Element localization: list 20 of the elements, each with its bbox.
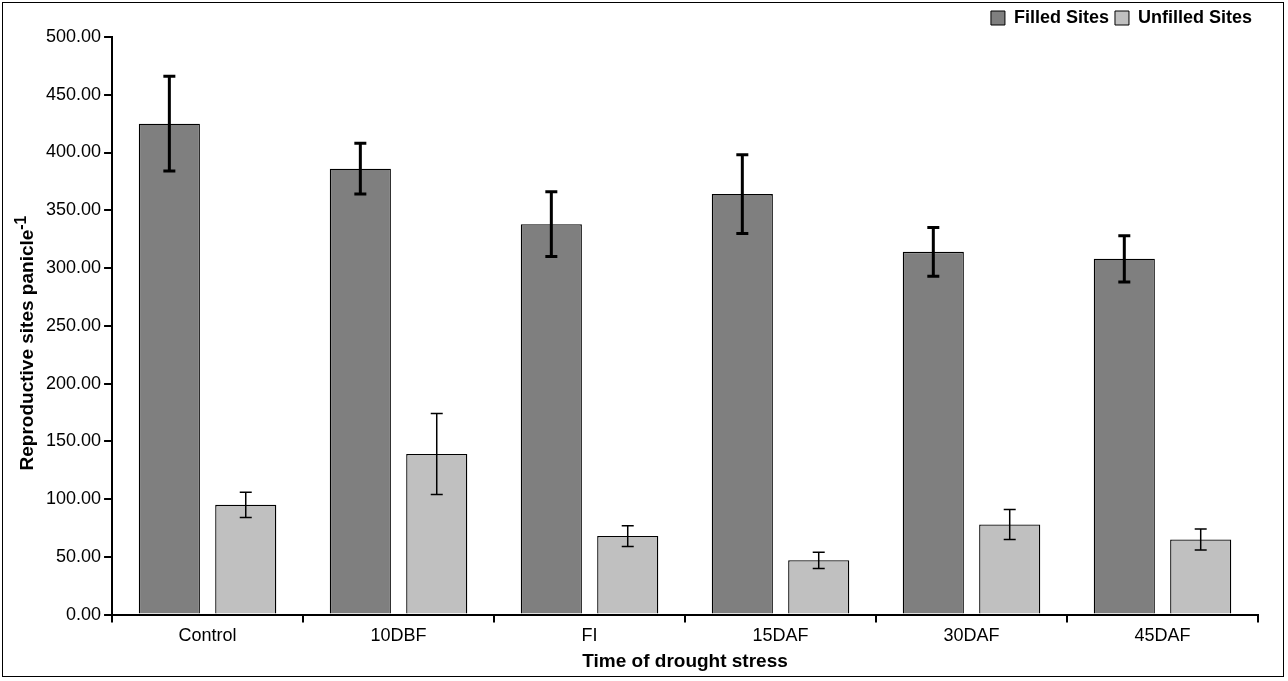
y-tick-label: 100.00	[45, 488, 102, 509]
y-tick-label: 300.00	[45, 257, 102, 278]
y-tick-label: 350.00	[45, 199, 102, 220]
x-tick-label: 10DBF	[370, 625, 427, 646]
y-tick-label: 50.00	[56, 545, 102, 566]
x-axis-title: Time of drought stress	[582, 649, 788, 671]
x-tick-label: 45DAF	[1134, 625, 1191, 646]
x-tick-label: Control	[178, 625, 237, 646]
legend-label: Filled Sites	[1013, 6, 1109, 27]
y-tick-label: 200.00	[45, 372, 102, 393]
x-tick-label: 15DAF	[752, 625, 809, 646]
x-tick-label: FI	[581, 625, 598, 646]
y-tick-label: 450.00	[45, 83, 102, 104]
y-tick-label: 400.00	[45, 141, 102, 162]
y-tick-label: 500.00	[45, 25, 102, 46]
y-tick-label: 250.00	[45, 314, 102, 335]
legend-label: Unfilled Sites	[1137, 6, 1253, 27]
x-tick-label: 30DAF	[943, 625, 1000, 646]
y-tick-label: 0.00	[66, 603, 102, 624]
y-tick-label: 150.00	[45, 430, 102, 451]
